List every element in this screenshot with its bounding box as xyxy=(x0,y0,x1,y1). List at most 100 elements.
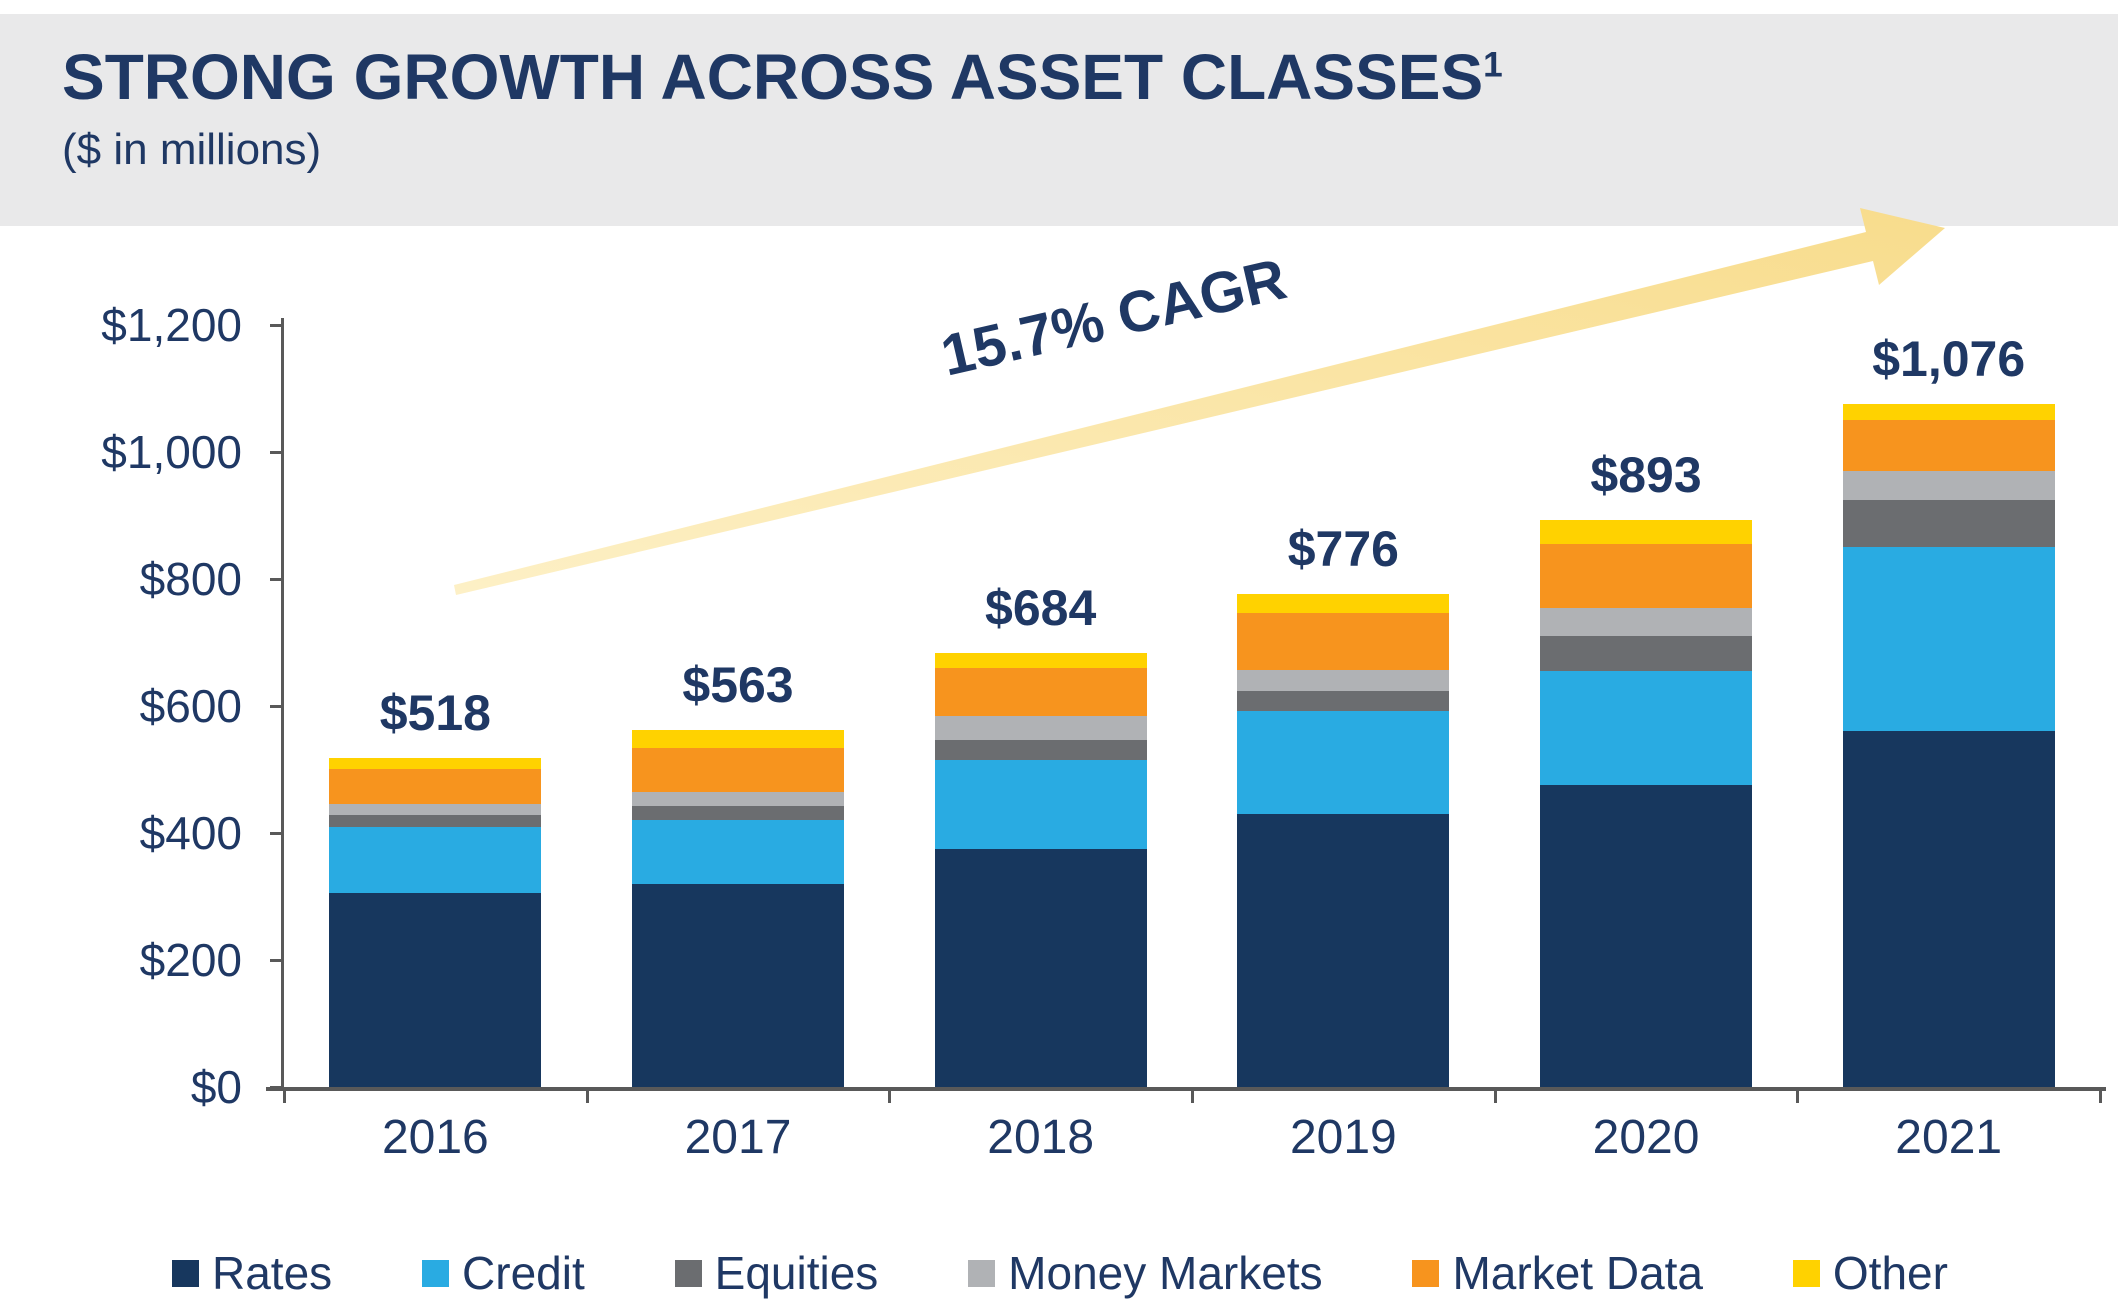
bar-segment-money-markets xyxy=(1842,471,2055,500)
x-axis-tick xyxy=(1493,1087,1497,1103)
bar-segment-equities xyxy=(934,739,1147,760)
legend-swatch-other xyxy=(1792,1259,1820,1287)
y-tick-label: $400 xyxy=(139,807,242,859)
legend-swatch-equities xyxy=(674,1259,702,1287)
y-axis-tick xyxy=(270,831,284,835)
bar-segment-market-data xyxy=(632,747,844,793)
bar-segment-other xyxy=(632,729,844,748)
legend-swatch-money-markets xyxy=(968,1259,996,1287)
y-axis-tick xyxy=(270,958,284,962)
legend-label: Market Data xyxy=(1452,1247,1704,1299)
bar-total-label: $563 xyxy=(682,656,794,713)
y-tick-label: $800 xyxy=(139,553,242,605)
x-tick-label: 2019 xyxy=(1289,1111,1397,1164)
legend-item-other: Other xyxy=(1792,1246,1948,1300)
x-tick-label: 2016 xyxy=(381,1111,489,1164)
legend-label: Other xyxy=(1832,1247,1948,1299)
y-axis-tick xyxy=(270,1085,284,1089)
x-axis-tick xyxy=(2099,1087,2102,1103)
bar-segment-credit xyxy=(934,759,1147,849)
page-title-text: STRONG GROWTH ACROSS ASSET CLASSES xyxy=(62,41,1484,113)
bar-segment-market-data xyxy=(1540,544,1753,608)
bar-segment-rates xyxy=(1540,785,1753,1087)
x-tick-label: 2017 xyxy=(684,1111,792,1164)
bar-segment-credit xyxy=(329,826,542,894)
bar-segment-money-markets xyxy=(934,716,1147,740)
bar-segment-market-data xyxy=(1842,420,2055,472)
bar-2018: $684 xyxy=(889,325,1192,1087)
legend-item-credit: Credit xyxy=(422,1246,585,1300)
page-title: STRONG GROWTH ACROSS ASSET CLASSES1 xyxy=(62,41,2118,113)
bar-segment-rates xyxy=(329,893,542,1087)
x-axis-tick xyxy=(283,1087,286,1103)
y-axis-tick xyxy=(270,450,284,454)
bar-segment-market-data xyxy=(1237,612,1450,671)
x-tick-label: 2018 xyxy=(987,1111,1095,1164)
bar-segment-credit xyxy=(1540,671,1753,786)
bar-total-label: $1,076 xyxy=(1872,330,2026,387)
y-axis-labels: $0 $200 $400 $600 $800 $1,000 $1,200 xyxy=(20,299,262,1113)
x-tick-label: 2021 xyxy=(1895,1111,2003,1164)
bar-segment-rates xyxy=(1842,731,2055,1087)
y-tick-label: $200 xyxy=(139,934,242,986)
x-axis-line xyxy=(266,1087,2106,1091)
legend-item-equities: Equities xyxy=(674,1246,879,1300)
bar-2016: $518 xyxy=(284,325,587,1087)
bar-segment-other xyxy=(1540,519,1753,545)
bar-segment-rates xyxy=(1237,813,1450,1087)
y-tick-label: $1,000 xyxy=(101,426,242,478)
bar-segment-market-data xyxy=(934,667,1147,717)
y-axis-tick xyxy=(270,577,284,581)
legend-swatch-credit xyxy=(422,1259,450,1287)
bar-segment-money-markets xyxy=(1540,607,1753,637)
bar-segment-money-markets xyxy=(1237,670,1450,691)
bar-total-label: $518 xyxy=(379,685,491,742)
bar-segment-equities xyxy=(329,815,542,827)
bar-total-label: $893 xyxy=(1590,446,1702,503)
legend-item-rates: Rates xyxy=(172,1246,332,1300)
legend-item-market-data: Market Data xyxy=(1412,1246,1703,1300)
plot-area: $518 $563 $684 $776 $893 $1,076 xyxy=(284,325,2100,1087)
y-tick-label: $0 xyxy=(190,1061,242,1113)
y-tick-label: $1,200 xyxy=(101,299,242,351)
page-subtitle: ($ in millions) xyxy=(62,125,322,175)
legend-swatch-market-data xyxy=(1412,1259,1440,1287)
bar-total-label: $684 xyxy=(985,579,1097,636)
legend-label: Credit xyxy=(462,1247,585,1299)
bar-segment-credit xyxy=(1237,711,1450,814)
y-axis-tick xyxy=(270,323,284,327)
legend-label: Equities xyxy=(714,1247,879,1299)
legend-item-money-markets: Money Markets xyxy=(968,1246,1323,1300)
legend: Rates Credit Equities Money Markets Market D… xyxy=(172,1246,1948,1300)
header-band: STRONG GROWTH ACROSS ASSET CLASSES1 ($ i… xyxy=(0,14,2118,226)
legend-swatch-rates xyxy=(172,1259,199,1287)
bar-2021: $1,076 xyxy=(1797,325,2100,1087)
bar-segment-equities xyxy=(1237,690,1450,712)
x-tick-label: 2020 xyxy=(1592,1111,1700,1164)
bar-segment-other xyxy=(1237,594,1450,613)
bar-segment-money-markets xyxy=(329,803,542,816)
bar-total-label: $776 xyxy=(1287,521,1399,578)
bar-segment-market-data xyxy=(329,768,542,804)
bar-segment-other xyxy=(1842,403,2055,421)
bar-2017: $563 xyxy=(587,325,890,1087)
bar-segment-equities xyxy=(1540,636,1753,672)
bar-segment-rates xyxy=(632,883,844,1087)
bar-segment-credit xyxy=(632,820,844,884)
y-tick-label: $600 xyxy=(139,680,242,732)
x-axis-tick xyxy=(585,1087,589,1103)
bar-segment-rates xyxy=(934,848,1147,1087)
bar-segment-credit xyxy=(1842,547,2055,732)
bar-2020: $893 xyxy=(1495,325,1798,1087)
x-axis-tick xyxy=(888,1087,892,1103)
bar-segment-equities xyxy=(1842,499,2055,548)
bar-segment-equities xyxy=(632,806,844,821)
legend-label: Money Markets xyxy=(1008,1247,1323,1299)
bar-segment-other xyxy=(329,758,542,769)
y-axis-tick xyxy=(270,704,284,708)
legend-label: Rates xyxy=(212,1247,333,1299)
x-axis-labels: 2016 2017 2018 2019 2020 2021 xyxy=(284,1110,2100,1165)
bar-2019: $776 xyxy=(1192,325,1495,1087)
x-axis-tick xyxy=(1191,1087,1194,1103)
